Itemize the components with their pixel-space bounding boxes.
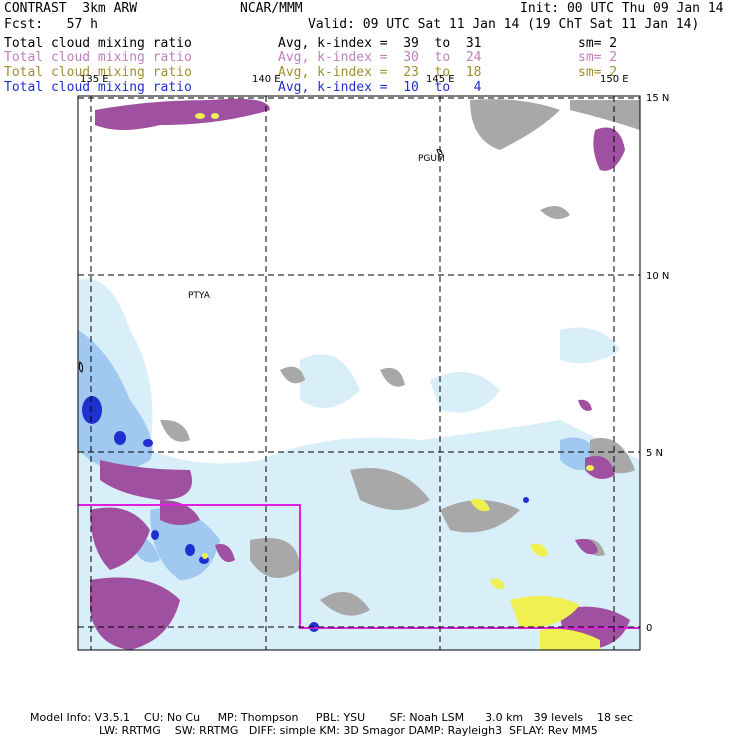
field-4-name: Total cloud mixing ratio — [4, 80, 192, 95]
station-pgum: PGUM — [418, 154, 445, 164]
field-2-sm: sm= 2 — [578, 50, 618, 65]
center-title: NCAR/MMM — [240, 1, 303, 16]
lon-label-150: 150 E — [600, 74, 629, 85]
lat-label-15n: 15 N — [646, 93, 669, 104]
gray-clouds — [160, 99, 640, 616]
valid-time: Valid: 09 UTC Sat 11 Jan 14 (19 ChT Sat … — [308, 17, 700, 32]
lon-label-145: 145 E — [426, 74, 455, 85]
init-time: Init: 00 UTC Thu 09 Jan 14 — [520, 1, 724, 16]
lat-label-0: 0 — [646, 623, 652, 634]
island-outline — [78, 361, 84, 373]
field-1-sm: sm= 2 — [578, 36, 618, 51]
field-4-avg: Avg, k-index = 10 to 4 — [278, 80, 482, 95]
nest-domain-outline — [78, 504, 640, 629]
field-2-avg: Avg, k-index = 30 to 24 — [278, 50, 482, 65]
lon-label-140: 140 E — [252, 74, 281, 85]
forecast-hour: Fcst: 57 h — [4, 17, 98, 32]
map-frame — [77, 95, 641, 651]
field-2-name: Total cloud mixing ratio — [4, 50, 192, 65]
lon-label-135: 135 E — [80, 74, 109, 85]
field-3-name: Total cloud mixing ratio — [4, 65, 192, 80]
station-ptya: PTYA — [188, 291, 211, 301]
grid-lines — [78, 96, 640, 650]
field-3-sm: sm= 2 — [578, 65, 618, 80]
model-info-line1: Model Info: V3.5.1 CU: No Cu MP: Thompso… — [30, 711, 634, 724]
purple-clouds — [90, 98, 630, 650]
lat-label-5n: 5 N — [646, 448, 663, 459]
light-blue-clouds — [78, 278, 640, 650]
model-title: CONTRAST 3km ARW — [4, 1, 138, 16]
yellow-clouds — [195, 113, 600, 650]
field-1-avg: Avg, k-index = 39 to 31 — [278, 36, 482, 51]
lat-label-10n: 10 N — [646, 271, 669, 282]
island-outline-guam — [436, 149, 443, 155]
field-3-avg: Avg, k-index = 23 to 18 — [278, 65, 482, 80]
model-info-line2: LW: RRTMG SW: RRTMG DIFF: simple KM: 3D … — [99, 724, 598, 737]
field-1-name: Total cloud mixing ratio — [4, 36, 192, 51]
